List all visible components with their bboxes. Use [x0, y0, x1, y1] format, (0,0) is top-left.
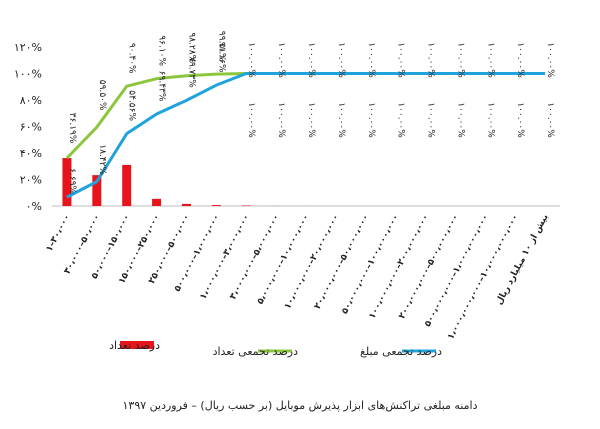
bar — [62, 158, 72, 206]
bar — [211, 205, 221, 206]
data-label: ۵۹.۵۰% — [97, 80, 107, 111]
data-label: ۹۶.۱۰% — [157, 35, 167, 66]
data-label: ۱۰۰.۰۰% — [455, 42, 465, 78]
category-label: ۲۰۰،۰۰۰،۰۰۰–۵۰۰،۰۰۰،۰۰۰ — [397, 213, 461, 321]
data-label: ۱۰۰.۰۰% — [336, 42, 346, 78]
data-label: ۱۰۰.۰۰% — [485, 42, 495, 78]
category-label: ۵۰،۰۰۰،۰۰۰–۱۰۰،۰۰۰،۰۰۰ — [340, 213, 401, 316]
series-line — [66, 72, 546, 199]
data-label: ۶.۶۹% — [67, 168, 77, 194]
y-tick-label: ۱۲۰% — [14, 41, 42, 54]
bar — [181, 203, 191, 206]
category-label: بیش از ۱۰ میلیارد ریال — [494, 213, 550, 307]
y-tick-label: ۰% — [26, 200, 42, 213]
data-label: ۳۶.۱۹% — [67, 113, 77, 144]
category-label: ۱۰،۰۰۰،۰۰۰–۲۰،۰۰۰،۰۰۰ — [283, 213, 342, 311]
y-tick-label: ۲۰% — [20, 174, 42, 187]
bar — [92, 175, 102, 206]
bar — [122, 164, 132, 206]
data-label: ۹۹.۵۱% — [216, 31, 226, 62]
data-label: ۱۰۰.۰۰% — [545, 42, 555, 78]
bar — [241, 205, 251, 206]
category-label: ۱۰۰،۰۰۰،۰۰۰–۲۰۰،۰۰۰،۰۰۰ — [367, 213, 431, 321]
category-label: ۲۰،۰۰۰،۰۰۰–۵۰،۰۰۰،۰۰۰ — [313, 213, 372, 311]
data-label: ۱۰۰.۰۰% — [246, 102, 256, 138]
data-label: ۱۰۰.۰۰% — [276, 102, 286, 138]
legend-swatch — [120, 341, 154, 349]
data-label: ۱۰۰.۰۰% — [276, 42, 286, 78]
data-label: ۱۰۰.۰۰% — [485, 102, 495, 138]
data-label: ۱۰۰.۰۰% — [455, 102, 465, 138]
legend-label: درصد تجمعی تعداد — [213, 345, 299, 358]
category-label: ۵،۰۰۰،۰۰۰–۱۰،۰۰۰،۰۰۰ — [256, 213, 312, 306]
data-label: ۹۸.۲۸% — [186, 32, 196, 63]
data-label: ۱۰۰.۰۰% — [426, 102, 436, 138]
bar — [152, 198, 162, 206]
data-label: ۱۰۰.۰۰% — [545, 102, 555, 138]
data-label: ۱۰۰.۰۰% — [515, 42, 525, 78]
legend-label: درصد تعداد — [109, 339, 160, 352]
data-labels: ۳۶.۱۹% ۶.۶۹% ۵۹.۵۰% ۱۸.۴۲% ۹۰.۴۰% ۵۴.۵۶% ۹۶.۱۰… — [67, 31, 555, 195]
data-label: ۱۰۰.۰۰% — [246, 42, 256, 78]
data-label: ۹۰.۴۰% — [127, 43, 137, 74]
data-label: ۷۹.۷۳% — [186, 57, 196, 88]
data-label: ۱۰۰.۰۰% — [396, 42, 406, 78]
legend: درصد تعداد درصد تجمعی تعداد درصد تجمعی مبل… — [109, 339, 442, 358]
category-labels: ۱–۳۰،۰۰۰۳۰،۰۰۰–۵۰،۰۰۰۵۰،۰۰۰–۱۵۰،۰۰۰۱۵۰،۰… — [45, 213, 551, 342]
series-line — [65, 72, 546, 160]
y-tick-label: ۴۰% — [20, 147, 42, 160]
data-label: ۱۰۰.۰۰% — [396, 102, 406, 138]
y-tick-label: ۸۰% — [20, 94, 42, 107]
data-label: ۱۰۰.۰۰% — [306, 42, 316, 78]
y-tick-label: ۱۰۰% — [14, 68, 42, 81]
category-label: ۱–۳۰،۰۰۰ — [45, 213, 73, 254]
legend-label: درصد تجمعی مبلغ — [360, 345, 442, 358]
line-series — [65, 72, 546, 199]
data-label: ۱۰۰.۰۰% — [366, 42, 376, 78]
data-label: ۹۱.۱۶% — [216, 42, 226, 73]
data-label: ۱۰۰.۰۰% — [366, 102, 376, 138]
y-tick-label: ۶۰% — [20, 121, 42, 134]
data-label: ۱۸.۴۲% — [97, 144, 107, 175]
chart-caption: دامنه مبلغی تراکنش‌های ابزار پذیرش موبای… — [123, 399, 478, 412]
data-label: ۱۰۰.۰۰% — [336, 102, 346, 138]
data-label: ۵۴.۵۶% — [127, 90, 137, 121]
data-label: ۱۰۰.۰۰% — [426, 42, 436, 78]
bar-series — [62, 158, 401, 206]
data-label: ۶۹.۴۳% — [157, 71, 167, 102]
data-label: ۱۰۰.۰۰% — [306, 102, 316, 138]
data-label: ۱۰۰.۰۰% — [515, 102, 525, 138]
